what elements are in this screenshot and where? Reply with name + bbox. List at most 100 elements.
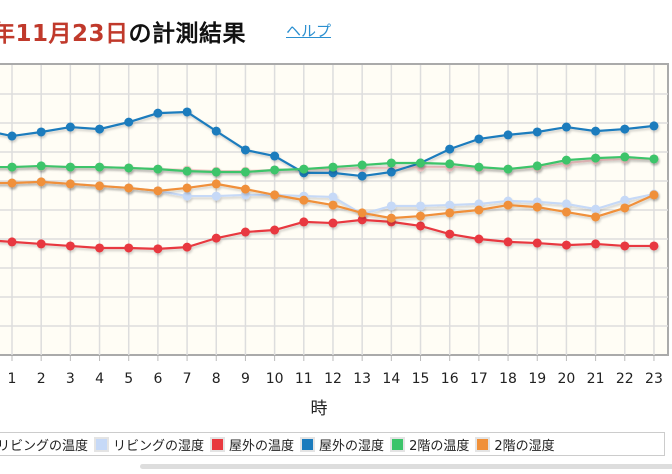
data-point[interactable] (153, 186, 163, 196)
data-point[interactable] (240, 227, 250, 237)
data-point[interactable] (591, 126, 601, 136)
legend-item[interactable]: 2階の湿度 (475, 435, 555, 454)
data-point[interactable] (416, 201, 426, 211)
data-point[interactable] (649, 190, 659, 200)
data-point[interactable] (386, 167, 396, 177)
data-point[interactable] (7, 131, 17, 141)
data-point[interactable] (474, 162, 484, 172)
legend-item[interactable]: リビングの温度 (0, 435, 88, 454)
data-point[interactable] (211, 233, 221, 243)
data-point[interactable] (416, 158, 426, 168)
data-point[interactable] (211, 167, 221, 177)
data-point[interactable] (386, 201, 396, 211)
data-point[interactable] (532, 127, 542, 137)
data-point[interactable] (357, 215, 367, 225)
data-point[interactable] (299, 195, 309, 205)
legend-item[interactable]: 屋外の温度 (210, 435, 294, 454)
help-link[interactable]: ヘルプ (286, 22, 332, 40)
data-point[interactable] (124, 243, 134, 253)
data-point[interactable] (270, 165, 280, 175)
data-point[interactable] (95, 162, 105, 172)
data-point[interactable] (240, 184, 250, 194)
data-point[interactable] (561, 199, 571, 209)
data-point[interactable] (240, 145, 250, 155)
data-point[interactable] (357, 208, 367, 218)
data-point[interactable] (65, 162, 75, 172)
data-point[interactable] (240, 167, 250, 177)
data-point[interactable] (36, 161, 46, 171)
horizontal-scrollbar[interactable] (140, 464, 672, 469)
data-point[interactable] (7, 178, 17, 188)
data-point[interactable] (561, 240, 571, 250)
data-point[interactable] (591, 239, 601, 249)
data-point[interactable] (532, 161, 542, 171)
data-point[interactable] (124, 183, 134, 193)
data-point[interactable] (211, 191, 221, 201)
data-point[interactable] (95, 243, 105, 253)
data-point[interactable] (95, 181, 105, 191)
data-point[interactable] (649, 154, 659, 164)
data-point[interactable] (416, 211, 426, 221)
data-point[interactable] (591, 153, 601, 163)
data-point[interactable] (620, 124, 630, 134)
data-point[interactable] (182, 107, 192, 117)
data-point[interactable] (532, 202, 542, 212)
data-point[interactable] (591, 204, 601, 214)
data-point[interactable] (299, 164, 309, 174)
legend-item[interactable]: 屋外の湿度 (300, 435, 384, 454)
data-point[interactable] (445, 159, 455, 169)
data-point[interactable] (182, 242, 192, 252)
data-point[interactable] (503, 130, 513, 140)
data-point[interactable] (445, 144, 455, 154)
data-point[interactable] (416, 221, 426, 231)
legend-item[interactable]: リビングの湿度 (94, 435, 204, 454)
data-point[interactable] (474, 205, 484, 215)
data-point[interactable] (270, 151, 280, 161)
data-point[interactable] (474, 234, 484, 244)
data-point[interactable] (357, 171, 367, 181)
data-point[interactable] (124, 163, 134, 173)
data-point[interactable] (182, 191, 192, 201)
data-point[interactable] (65, 241, 75, 251)
data-point[interactable] (620, 241, 630, 251)
data-point[interactable] (503, 200, 513, 210)
data-point[interactable] (532, 238, 542, 248)
data-point[interactable] (561, 122, 571, 132)
data-point[interactable] (65, 179, 75, 189)
data-point[interactable] (503, 237, 513, 247)
data-point[interactable] (36, 177, 46, 187)
legend-item[interactable]: 2階の温度 (390, 435, 469, 454)
data-point[interactable] (445, 208, 455, 218)
data-point[interactable] (386, 158, 396, 168)
data-point[interactable] (211, 126, 221, 136)
data-point[interactable] (153, 108, 163, 118)
data-point[interactable] (591, 212, 601, 222)
data-point[interactable] (211, 179, 221, 189)
data-point[interactable] (270, 190, 280, 200)
data-point[interactable] (620, 203, 630, 213)
data-point[interactable] (270, 225, 280, 235)
data-point[interactable] (445, 229, 455, 239)
data-point[interactable] (445, 200, 455, 210)
data-point[interactable] (328, 218, 338, 228)
data-point[interactable] (649, 241, 659, 251)
data-point[interactable] (182, 166, 192, 176)
data-point[interactable] (561, 207, 571, 217)
data-point[interactable] (649, 121, 659, 131)
data-point[interactable] (299, 217, 309, 227)
data-point[interactable] (153, 244, 163, 254)
data-point[interactable] (65, 122, 75, 132)
data-point[interactable] (386, 213, 396, 223)
data-point[interactable] (124, 117, 134, 127)
data-point[interactable] (7, 162, 17, 172)
data-point[interactable] (182, 183, 192, 193)
data-point[interactable] (328, 200, 338, 210)
data-point[interactable] (474, 134, 484, 144)
data-point[interactable] (561, 155, 571, 165)
data-point[interactable] (95, 124, 105, 134)
data-point[interactable] (153, 164, 163, 174)
data-point[interactable] (328, 162, 338, 172)
data-point[interactable] (357, 160, 367, 170)
data-point[interactable] (328, 192, 338, 202)
data-point[interactable] (36, 239, 46, 249)
